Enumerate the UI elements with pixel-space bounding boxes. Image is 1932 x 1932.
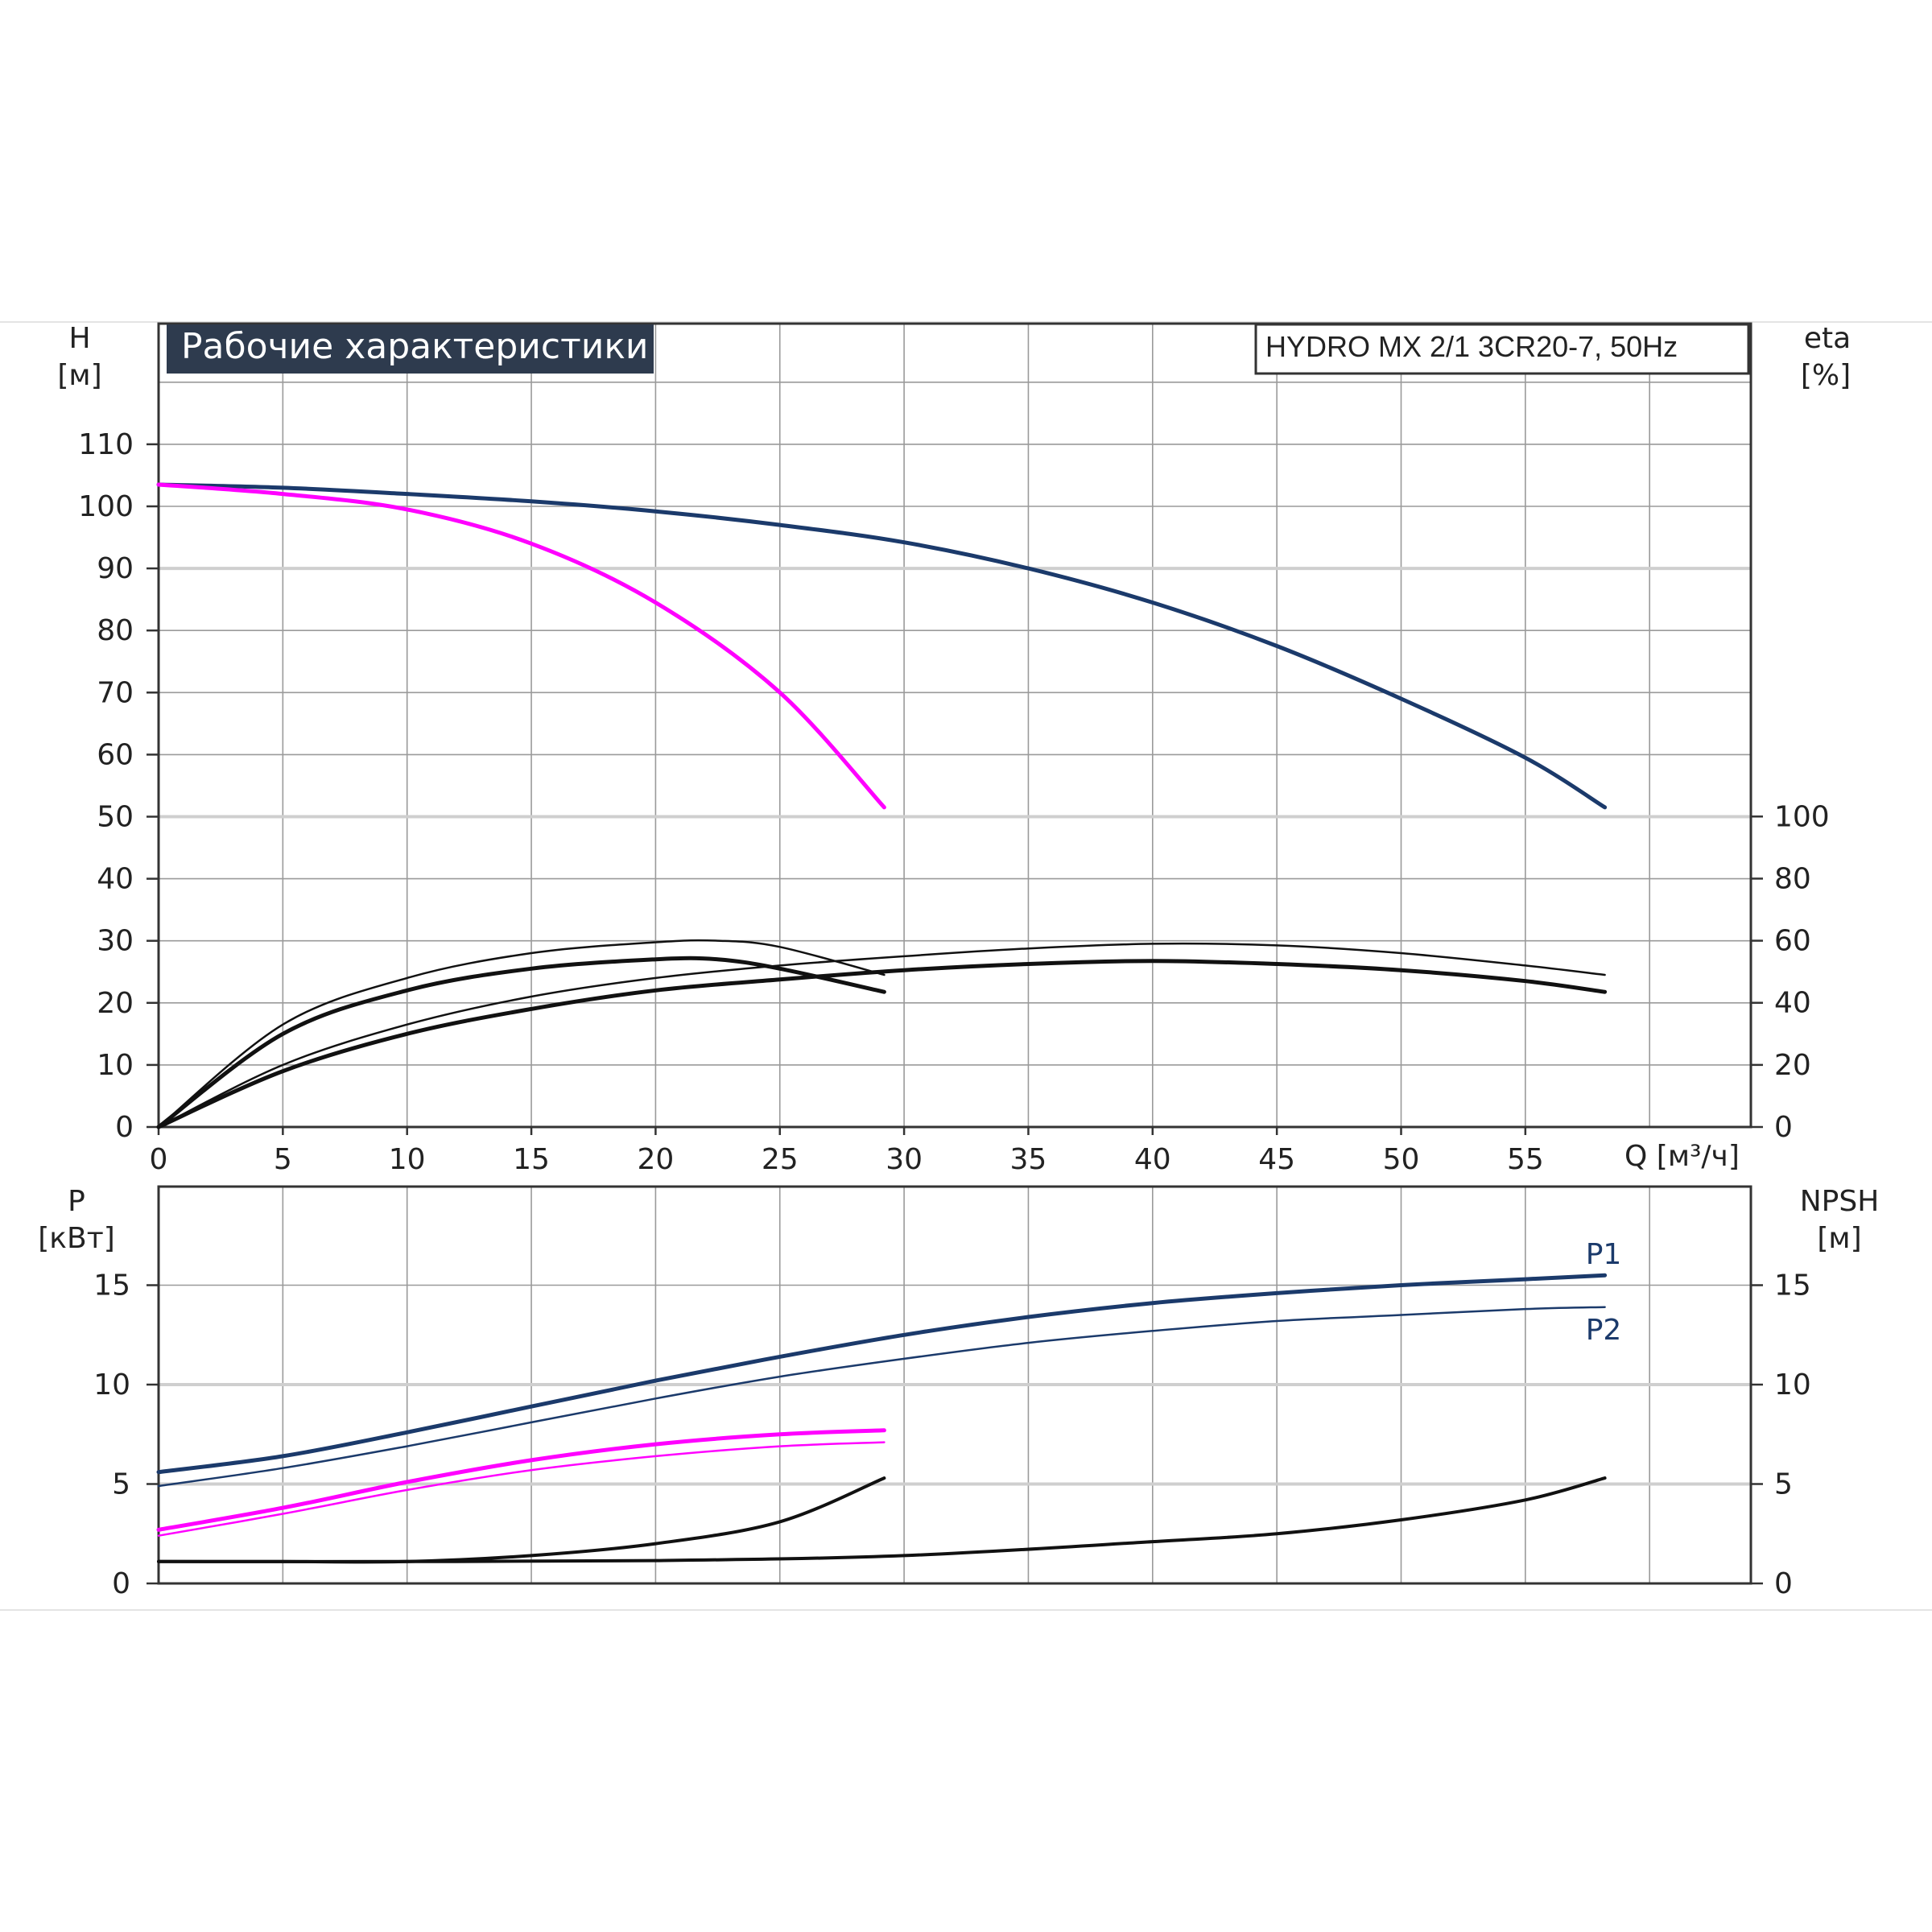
curve-p2_two <box>157 1306 1606 1488</box>
p-tick-label: 15 <box>93 1269 130 1302</box>
x-tick-label: 10 <box>389 1143 426 1176</box>
x-tick-label: 45 <box>1258 1143 1295 1176</box>
x-tick-label: 50 <box>1383 1143 1420 1176</box>
top-panel-ticks: 0 5 10 15 20 25 30 35 40 45 50 55 0 10 20 30 40 50 60 70 80 9… <box>78 428 1829 1176</box>
curve-h_one_pump <box>156 482 886 810</box>
title-box <box>167 324 654 374</box>
top-panel-frame <box>157 322 1752 1129</box>
eta-tick-label: 100 <box>1774 800 1830 833</box>
h-tick-label: 30 <box>97 925 134 958</box>
x-tick-label: 0 <box>150 1143 168 1176</box>
curve-eta_one_thick <box>156 956 886 1129</box>
x-tick-label: 25 <box>762 1143 799 1176</box>
curve-eta_two_thick <box>156 959 1608 1129</box>
p-tick-label: 10 <box>93 1368 130 1402</box>
x-tick-label: 30 <box>886 1143 923 1176</box>
bottom-panel-curves <box>156 1273 1608 1564</box>
curve-eta_one_thin <box>157 939 886 1129</box>
x-tick-label: 5 <box>274 1143 292 1176</box>
bottom-panel-ticks: 0 5 10 15 0 5 10 15 <box>93 1269 1811 1601</box>
h-tick-label: 110 <box>78 428 134 461</box>
top-panel-grid <box>159 324 1751 1127</box>
x-tick-label: 15 <box>513 1143 550 1176</box>
h-tick-label: 70 <box>97 676 134 709</box>
eta-axis-name: eta <box>1804 322 1851 355</box>
p-axis-name: P <box>68 1185 85 1218</box>
npsh-tick-label: 0 <box>1774 1567 1793 1600</box>
p-tick-label: 0 <box>112 1567 130 1600</box>
bottom-panel-grid <box>159 1187 1751 1583</box>
npsh-tick-label: 15 <box>1774 1269 1811 1302</box>
p-tick-label: 5 <box>112 1468 130 1501</box>
model-box <box>1254 323 1750 375</box>
eta-tick-label: 40 <box>1774 987 1811 1020</box>
top-panel-curves <box>156 482 1608 1129</box>
eta-tick-label: 0 <box>1774 1111 1793 1144</box>
h-tick-label: 60 <box>97 738 134 771</box>
npsh-axis-name: NPSH <box>1800 1185 1880 1218</box>
npsh-axis-unit: [м] <box>1817 1222 1861 1255</box>
model-label: HYDRO MX 2/1 3CR20-7, 50Hz <box>1265 330 1678 363</box>
curve-p2_one <box>157 1441 886 1537</box>
x-tick-label: 55 <box>1507 1143 1544 1176</box>
h-tick-label: 80 <box>97 614 134 647</box>
npsh-tick-label: 10 <box>1774 1368 1811 1402</box>
x-tick-label: 40 <box>1134 1143 1171 1176</box>
eta-tick-label: 80 <box>1774 862 1811 895</box>
x-tick-label: 20 <box>637 1143 674 1176</box>
curve-npsh_one <box>157 1476 886 1564</box>
curve-p1_two <box>156 1273 1608 1475</box>
p1-label: P1 <box>1586 1238 1622 1271</box>
h-tick-label: 10 <box>97 1049 134 1082</box>
h-tick-label: 100 <box>78 490 134 523</box>
eta-axis-unit: [%] <box>1801 359 1851 392</box>
curve-npsh_two <box>157 1476 1607 1563</box>
h-axis-unit: [м] <box>57 359 101 392</box>
eta-tick-label: 20 <box>1774 1049 1811 1082</box>
npsh-tick-label: 5 <box>1774 1468 1793 1501</box>
h-tick-label: 20 <box>97 987 134 1020</box>
h-tick-label: 40 <box>97 863 134 896</box>
p-axis-unit: [кВт] <box>38 1222 115 1255</box>
curve-eta_two_thin <box>157 942 1606 1129</box>
h-tick-label: 50 <box>97 801 134 834</box>
h-axis-name: H <box>68 322 90 355</box>
chart-title: Рабочие характеристики <box>181 326 649 367</box>
eta-tick-label: 60 <box>1774 925 1811 958</box>
curve-p1_one <box>156 1428 886 1532</box>
x-tick-label: 35 <box>1010 1143 1047 1176</box>
p2-label: P2 <box>1586 1314 1622 1347</box>
h-tick-label: 90 <box>97 552 134 585</box>
h-tick-label: 0 <box>115 1111 134 1144</box>
curve-h_two_pumps <box>156 482 1608 810</box>
x-axis-label: Q [м³/ч] <box>1624 1140 1740 1173</box>
